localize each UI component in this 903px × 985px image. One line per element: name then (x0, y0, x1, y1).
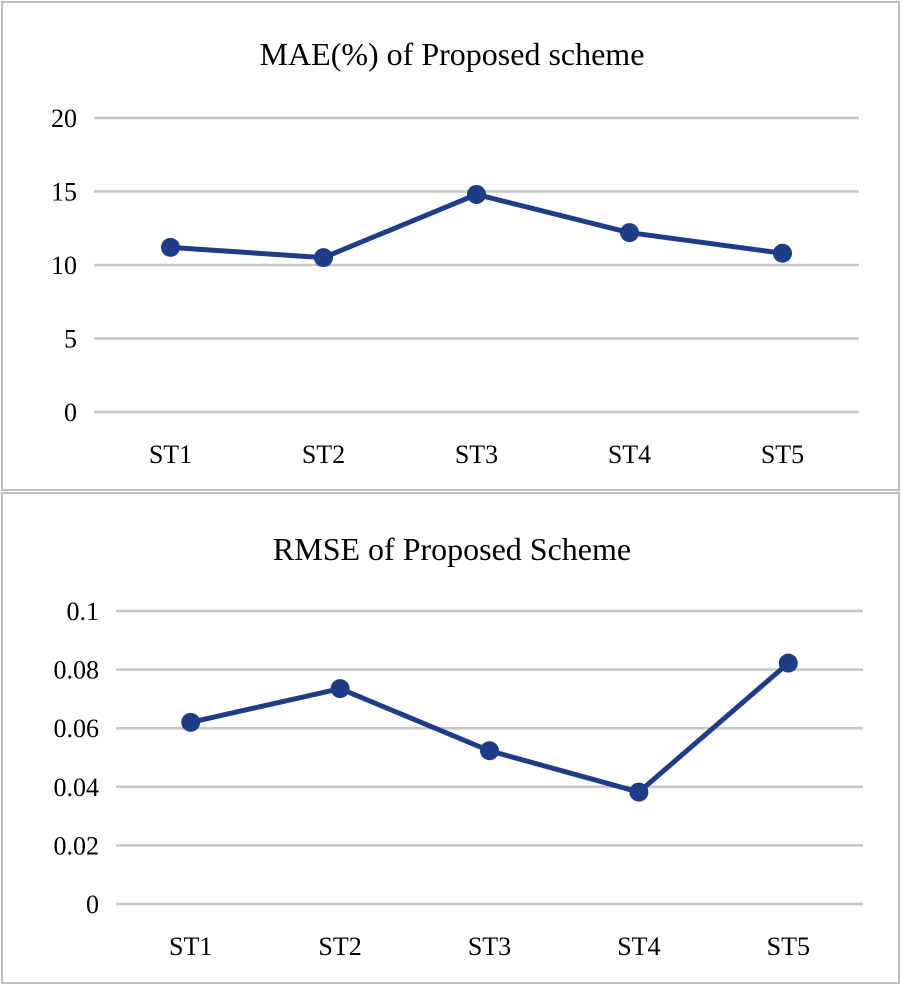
y-tick-label: 10 (51, 251, 77, 280)
data-point (778, 653, 798, 673)
chart-title: MAE(%) of Proposed scheme (260, 36, 645, 72)
y-tick-label: 20 (51, 104, 77, 133)
x-tick-label: ST2 (302, 440, 345, 469)
x-tick-label: ST4 (617, 932, 660, 961)
y-tick-label: 0.1 (67, 597, 100, 626)
x-tick-label: ST5 (761, 440, 804, 469)
y-tick-label: 5 (64, 325, 77, 354)
x-tick-label: ST3 (468, 932, 511, 961)
data-point (314, 248, 333, 268)
data-point (480, 741, 499, 761)
y-tick-label: 0.06 (54, 714, 100, 743)
x-tick-label: ST2 (318, 932, 361, 961)
y-tick-label: 0.08 (54, 656, 100, 685)
mae-chart-panel: MAE(%) of Proposed scheme 0 5 10 15 20 ST1 ST… (1, 1, 900, 491)
x-tick-label: ST4 (608, 440, 651, 469)
data-point (773, 243, 792, 263)
y-tick-label: 15 (51, 178, 77, 207)
x-tick-label: ST3 (455, 440, 498, 469)
y-tick-label: 0.02 (54, 831, 100, 860)
data-point (629, 782, 649, 802)
data-point (330, 679, 350, 699)
x-tick-label: ST5 (767, 932, 810, 961)
y-tick-label: 0.04 (54, 773, 100, 802)
y-tick-label: 0 (64, 398, 77, 427)
y-tick-label: 0 (86, 890, 99, 919)
rmse-chart-panel: RMSE of Proposed Scheme 0 0.02 0.04 0.06 0.0… (1, 492, 900, 984)
data-point (161, 237, 180, 257)
rmse-chart: RMSE of Proposed Scheme 0 0.02 0.04 0.06 0.0… (54, 531, 863, 961)
x-tick-label: ST1 (169, 932, 212, 961)
data-point (181, 712, 201, 732)
data-point (467, 184, 486, 204)
mae-chart: MAE(%) of Proposed scheme 0 5 10 15 20 ST1 ST… (51, 36, 859, 469)
chart-title: RMSE of Proposed Scheme (273, 531, 631, 567)
x-tick-label: ST1 (149, 440, 192, 469)
data-point (620, 223, 639, 243)
